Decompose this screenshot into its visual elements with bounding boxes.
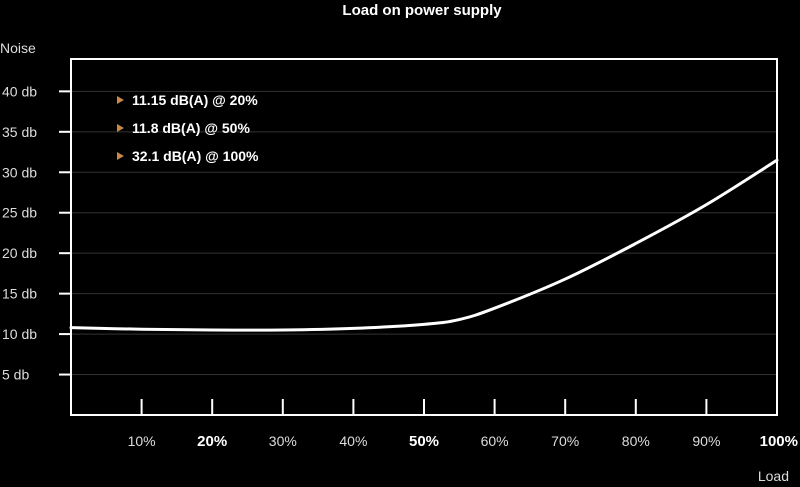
- x-tick-label: 20%: [197, 433, 227, 450]
- annotation-marker-icon: [117, 152, 124, 160]
- annotation-text: 11.8 dB(A) @ 50%: [132, 120, 250, 136]
- y-tick-label: 10 db: [2, 326, 37, 342]
- chart-title: Load on power supply: [342, 2, 502, 19]
- annotation-marker-icon: [117, 124, 124, 132]
- y-axis-label: Noise: [0, 40, 36, 56]
- annotation-list: 11.15 dB(A) @ 20% 11.8 dB(A) @ 50% 32.1 dB…: [117, 92, 259, 164]
- y-tick-label: 35 db: [2, 124, 37, 140]
- y-tick-label: 20 db: [2, 245, 37, 261]
- y-tick-label: 30 db: [2, 164, 37, 180]
- x-tick-label: 30%: [269, 433, 297, 449]
- y-tick-label: 40 db: [2, 83, 37, 99]
- x-tick-label: 90%: [692, 433, 720, 449]
- y-tick-label: 15 db: [2, 286, 37, 302]
- x-tick-label: 100%: [760, 433, 798, 450]
- x-axis-label: Load: [758, 468, 789, 484]
- annotation-text: 11.15 dB(A) @ 20%: [132, 92, 258, 108]
- x-tick-label: 70%: [551, 433, 579, 449]
- x-tick-label: 80%: [622, 433, 650, 449]
- annotation-text: 32.1 dB(A) @ 100%: [132, 148, 259, 164]
- series-line: [69, 158, 779, 332]
- x-tick-label: 50%: [409, 433, 439, 450]
- x-axis: 10% 20% 30% 40% 50% 60% 70% 80% 90% 100%: [128, 399, 798, 450]
- x-tick-label: 40%: [339, 433, 367, 449]
- plot-frame: [70, 58, 778, 416]
- y-axis: 5 db 10 db 15 db 20 db 25 db 30 db 35 db 40 db: [2, 83, 71, 383]
- y-tick-label: 5 db: [2, 367, 29, 383]
- x-tick-label: 60%: [481, 433, 509, 449]
- x-tick-label: 10%: [128, 433, 156, 449]
- y-tick-label: 25 db: [2, 205, 37, 221]
- grid: [71, 90, 777, 376]
- annotation-marker-icon: [117, 96, 124, 104]
